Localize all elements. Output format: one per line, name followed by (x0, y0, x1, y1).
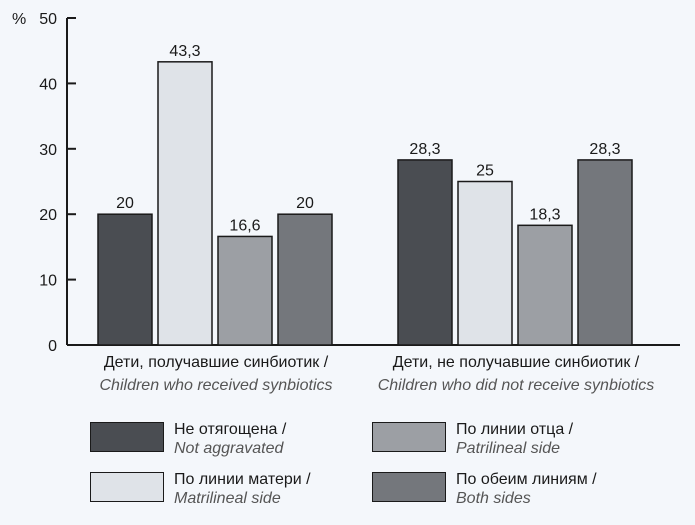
legend-label-ru: По линии отца / (456, 421, 574, 438)
y-tick-label: 10 (39, 273, 57, 290)
bar (277, 213, 333, 346)
legend-label-en: Matrilineal side (174, 490, 281, 507)
legend-label-en: Patrilineal side (456, 440, 561, 457)
legend: Не отягощена / Not aggravated По линии м… (0, 410, 695, 520)
legend-label-ru: По линии матери / (174, 471, 311, 488)
bar (217, 235, 273, 346)
bar (577, 159, 633, 346)
bar-chart: 0 10 20 30 40 50% 20 28,3 43,3 25 16,6 18,3 20 28,3 Де… (12, 11, 680, 394)
legend-item-not-aggravated: Не отягощена / Not aggravated (90, 420, 286, 458)
y-tick-label: 30 (39, 142, 57, 159)
category-label-ru: Дети, не получавшие синбиотик / (393, 354, 640, 371)
bar-value-label: 43,3 (169, 43, 200, 60)
bar (157, 61, 213, 346)
bar-value-label: 25 (476, 163, 494, 180)
legend-swatch-both-sides (372, 472, 446, 502)
y-tick-label: 40 (39, 76, 57, 93)
legend-item-both-sides: По обеим линиям / Both sides (372, 470, 597, 508)
legend-label-en: Both sides (456, 490, 531, 507)
category-label-en: Children who did not receive synbiotics (378, 377, 655, 394)
legend-item-matrilineal: По линии матери / Matrilineal side (90, 470, 311, 508)
bar-value-label: 20 (296, 195, 314, 212)
legend-swatch-patrilineal (372, 422, 446, 452)
bar-value-label: 18,3 (529, 206, 560, 223)
bar (457, 180, 513, 346)
bar (397, 159, 453, 346)
y-tick-label: 20 (39, 207, 57, 224)
legend-swatch-matrilineal (90, 472, 164, 502)
bar-value-label: 28,3 (589, 141, 620, 158)
category-label-ru: Дети, получавшие синбиотик / (104, 354, 329, 371)
legend-label-en: Not aggravated (174, 440, 284, 457)
y-tick-label: 50 (39, 11, 57, 28)
y-tick-label: 0 (48, 338, 57, 355)
category-label-en: Children who received synbiotics (100, 377, 333, 394)
legend-label-ru: Не отягощена / (174, 421, 287, 438)
bar-value-label: 28,3 (409, 141, 440, 158)
bar (517, 224, 573, 346)
legend-item-patrilineal: По линии отца / Patrilineal side (372, 420, 573, 458)
y-axis-unit: % (12, 11, 26, 28)
bar-value-label: 20 (116, 195, 134, 212)
bar-value-label: 16,6 (229, 217, 260, 234)
legend-swatch-not-aggravated (90, 422, 164, 452)
legend-label-ru: По обеим линиям / (456, 471, 597, 488)
bar (97, 213, 153, 346)
